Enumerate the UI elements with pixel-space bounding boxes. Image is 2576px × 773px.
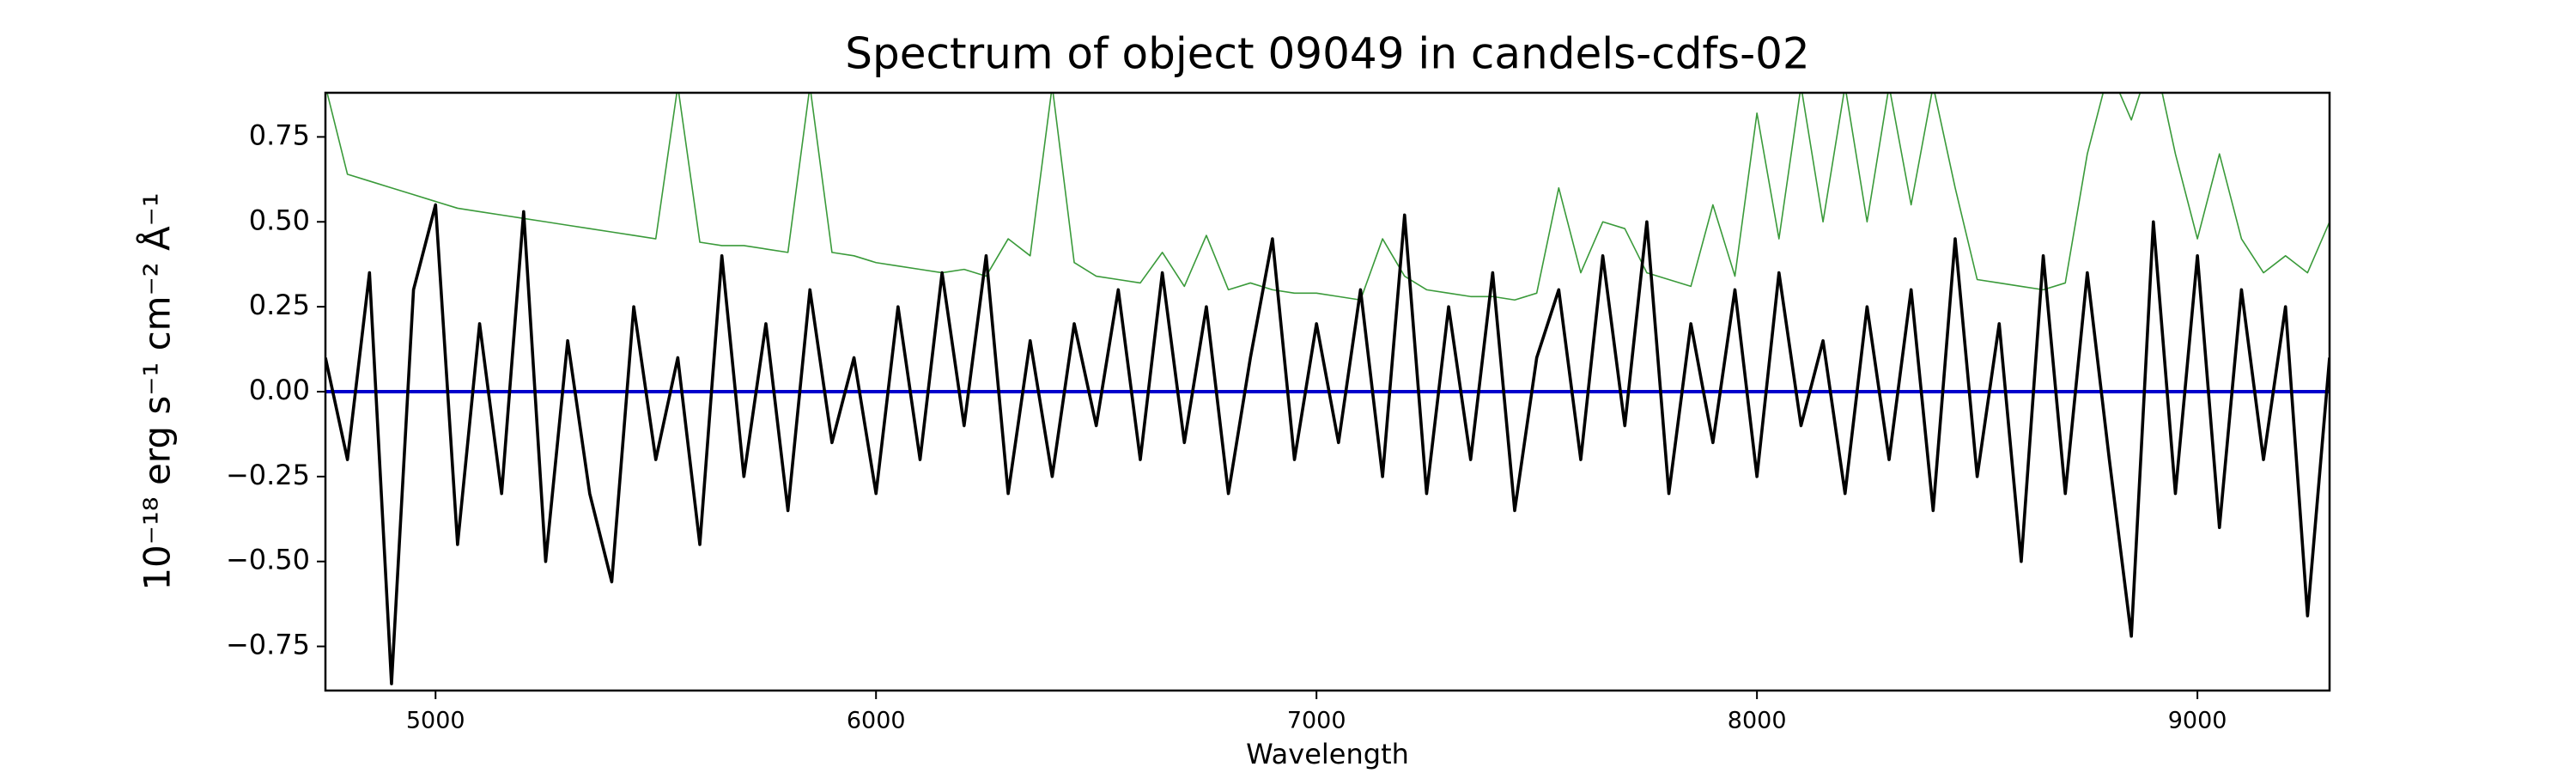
x-tick-label: 8000 bbox=[1728, 708, 1787, 734]
x-axis-label: Wavelength bbox=[1246, 738, 1409, 770]
plot-area bbox=[325, 93, 2330, 685]
y-tick-label: 0.25 bbox=[249, 289, 310, 321]
y-tick-label: −0.75 bbox=[226, 629, 310, 661]
x-tick-label: 7000 bbox=[1287, 708, 1346, 734]
spectrum-line bbox=[326, 93, 2330, 301]
y-tick-label: −0.25 bbox=[226, 459, 310, 491]
y-tick-label: −0.50 bbox=[226, 544, 310, 576]
x-tick-label: 9000 bbox=[2168, 708, 2227, 734]
x-tick-label: 6000 bbox=[847, 708, 906, 734]
x-tick-label: 5000 bbox=[406, 708, 465, 734]
y-tick-label: 0.75 bbox=[249, 119, 310, 151]
y-axis-label: 10⁻¹⁸ erg s⁻¹ cm⁻² Å⁻¹ bbox=[136, 192, 179, 590]
spectrum-line bbox=[325, 203, 2330, 685]
chart-title: Spectrum of object 09049 in candels-cdfs… bbox=[845, 29, 1810, 79]
y-tick-label: 0.00 bbox=[249, 374, 310, 406]
y-tick-label: 0.50 bbox=[249, 204, 310, 236]
